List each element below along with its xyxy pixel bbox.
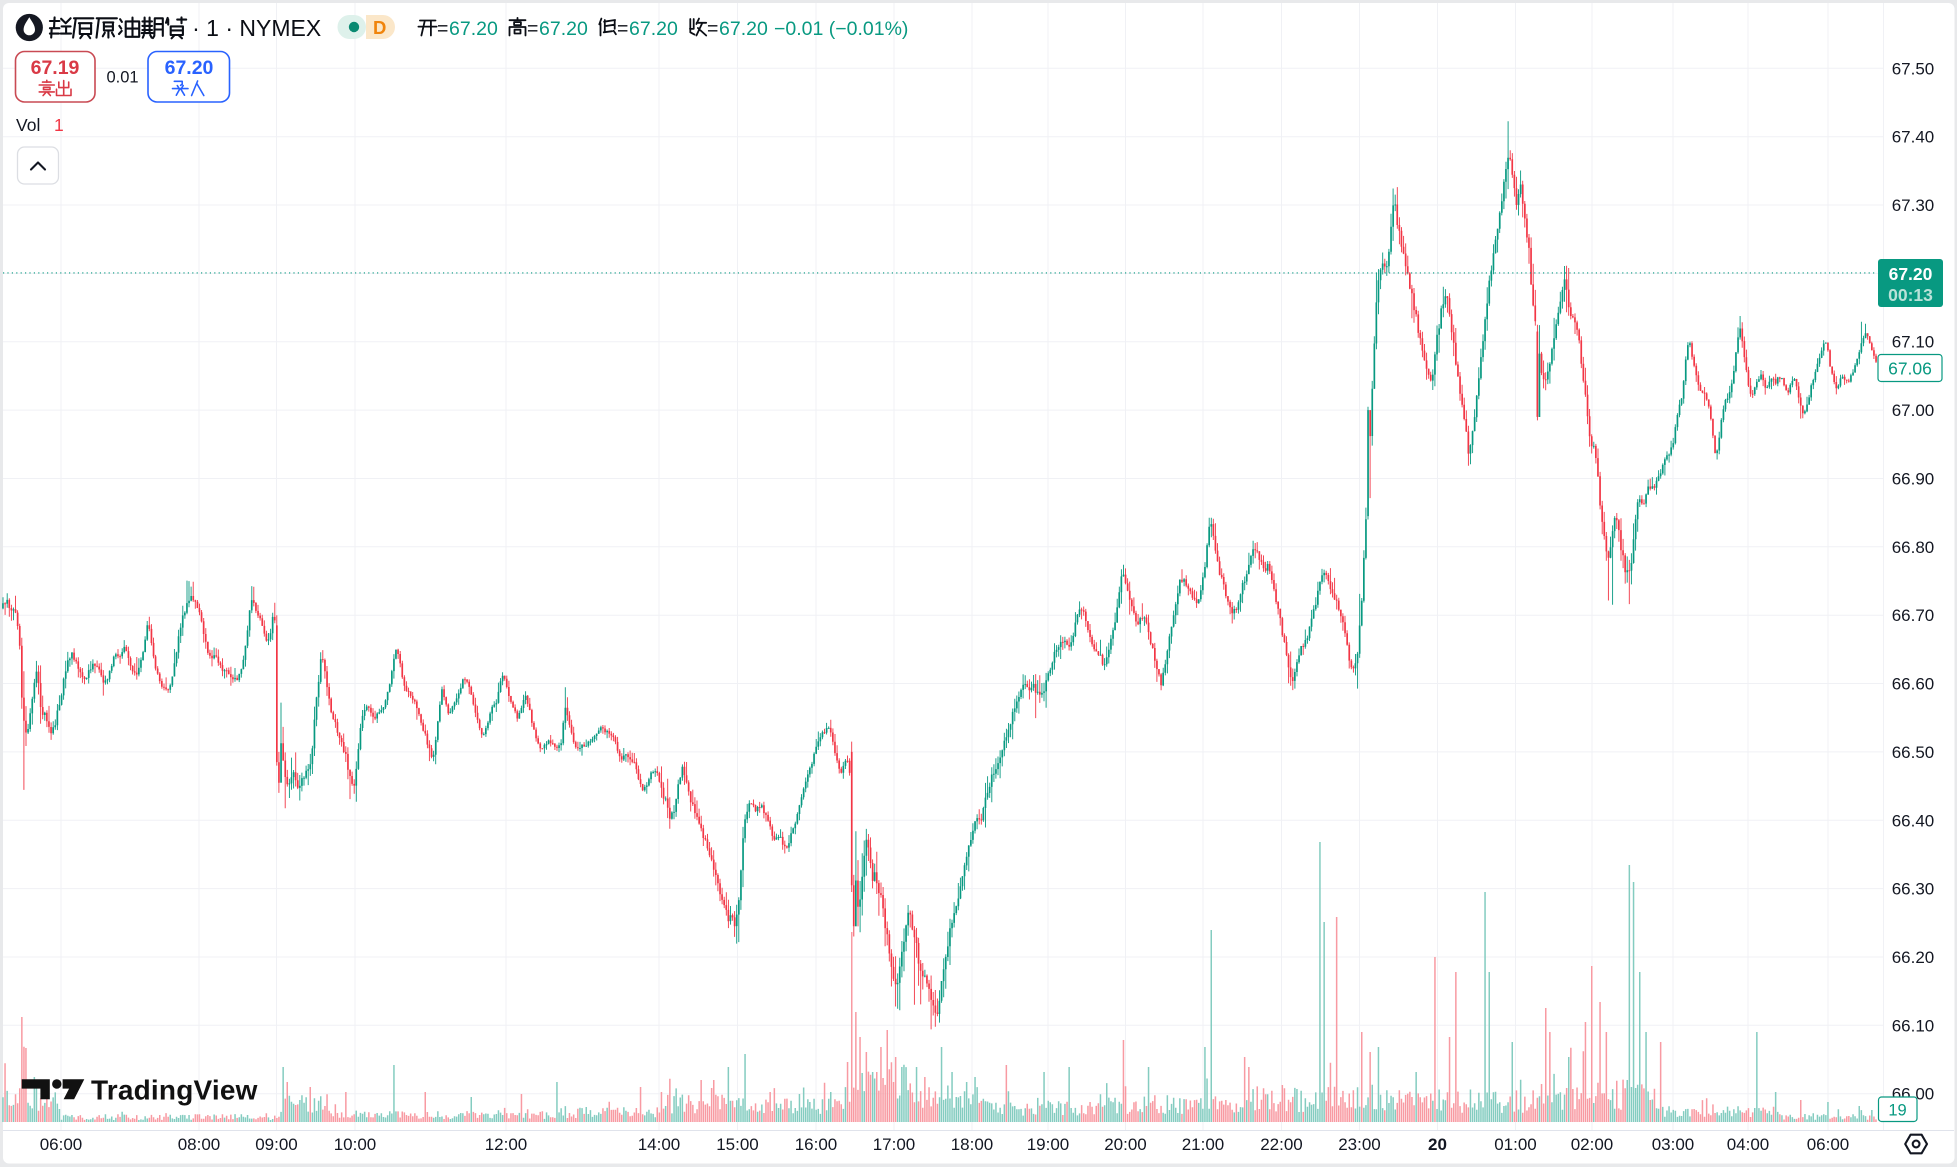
svg-text:67.30: 67.30 [1892, 196, 1935, 215]
svg-text:66.70: 66.70 [1892, 606, 1935, 625]
svg-text:19: 19 [1888, 1102, 1906, 1120]
svg-text:19:00: 19:00 [1027, 1135, 1070, 1154]
svg-text:02:00: 02:00 [1571, 1135, 1614, 1154]
svg-text:66.30: 66.30 [1892, 880, 1935, 899]
svg-text:67.20: 67.20 [165, 57, 214, 79]
svg-text:=: = [527, 18, 538, 40]
svg-text:20:00: 20:00 [1104, 1135, 1147, 1154]
svg-text:14:00: 14:00 [638, 1135, 681, 1154]
svg-text:0.01: 0.01 [106, 69, 138, 87]
svg-text:67.10: 67.10 [1892, 333, 1935, 352]
svg-text:· 1 · NYMEX: · 1 · NYMEX [192, 15, 321, 41]
svg-text:09:00: 09:00 [255, 1135, 298, 1154]
svg-text:23:00: 23:00 [1338, 1135, 1381, 1154]
svg-text:67.20: 67.20 [1889, 264, 1933, 284]
svg-text:18:00: 18:00 [951, 1135, 994, 1154]
svg-text:66.60: 66.60 [1892, 675, 1935, 694]
svg-text:66.90: 66.90 [1892, 470, 1935, 489]
svg-text:Vol: Vol [16, 115, 40, 135]
svg-text:06:00: 06:00 [40, 1135, 83, 1154]
svg-text:22:00: 22:00 [1260, 1135, 1303, 1154]
svg-text:67.06: 67.06 [1888, 359, 1932, 379]
svg-text:67.20: 67.20 [539, 18, 588, 40]
svg-text:06:00: 06:00 [1807, 1135, 1850, 1154]
svg-text:=: = [437, 18, 448, 40]
svg-text:10:00: 10:00 [334, 1135, 377, 1154]
svg-text:66.40: 66.40 [1892, 811, 1935, 830]
svg-text:21:00: 21:00 [1182, 1135, 1225, 1154]
svg-text:12:00: 12:00 [485, 1135, 528, 1154]
svg-text:20: 20 [1428, 1135, 1447, 1154]
svg-text:D: D [373, 17, 386, 38]
svg-text:15:00: 15:00 [716, 1135, 759, 1154]
svg-text:−0.01 (−0.01%): −0.01 (−0.01%) [774, 18, 908, 40]
svg-text:16:00: 16:00 [795, 1135, 838, 1154]
svg-text:66.80: 66.80 [1892, 538, 1935, 557]
svg-text:08:00: 08:00 [178, 1135, 221, 1154]
svg-text:67.40: 67.40 [1892, 128, 1935, 147]
svg-text:00:13: 00:13 [1888, 285, 1933, 305]
svg-text:67.20: 67.20 [719, 18, 768, 40]
svg-text:TradingView: TradingView [91, 1075, 258, 1106]
svg-text:67.00: 67.00 [1892, 401, 1935, 420]
svg-text:67.19: 67.19 [31, 57, 80, 79]
svg-text:01:00: 01:00 [1494, 1135, 1537, 1154]
svg-text:66.20: 66.20 [1892, 948, 1935, 967]
svg-text:04:00: 04:00 [1727, 1135, 1770, 1154]
svg-text:17:00: 17:00 [873, 1135, 916, 1154]
svg-text:67.20: 67.20 [629, 18, 678, 40]
svg-text:66.10: 66.10 [1892, 1016, 1935, 1035]
svg-text:67.50: 67.50 [1892, 59, 1935, 78]
svg-text:=: = [617, 18, 628, 40]
svg-text:1: 1 [54, 115, 64, 135]
svg-text:=: = [707, 18, 718, 40]
svg-text:03:00: 03:00 [1652, 1135, 1695, 1154]
svg-text:67.20: 67.20 [449, 18, 498, 40]
svg-text:66.50: 66.50 [1892, 743, 1935, 762]
